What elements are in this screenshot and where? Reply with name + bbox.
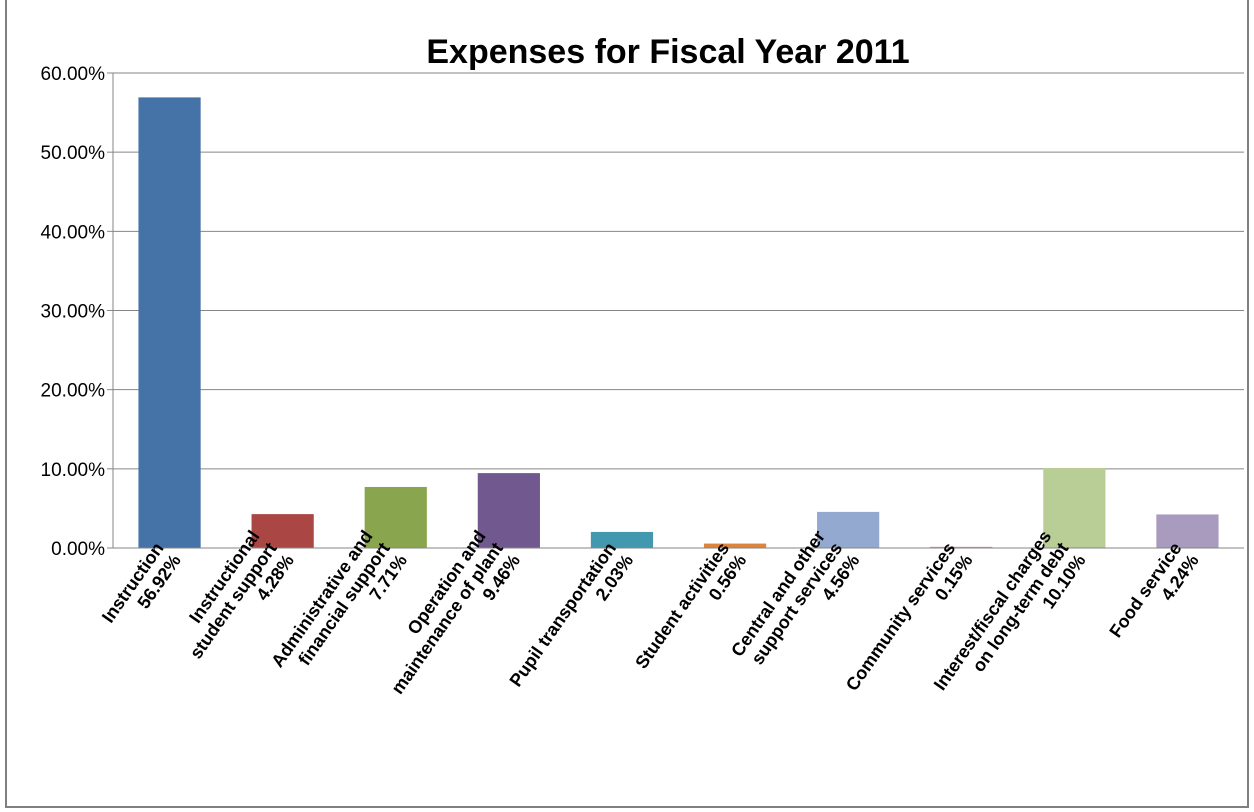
- chart-frame: [5, 0, 1249, 808]
- y-tick-label: 10.00%: [41, 460, 106, 481]
- y-tick-label: 30.00%: [41, 302, 106, 323]
- y-tick-label: 60.00%: [41, 64, 106, 85]
- bar: [590, 531, 654, 548]
- x-axis-category-labels: Instruction56.92% Instructionalstudent su…: [98, 527, 1203, 703]
- chart-title: Expenses for Fiscal Year 2011: [426, 33, 909, 71]
- bar: [1156, 514, 1219, 548]
- category-label: Student activities0.56%: [631, 539, 750, 685]
- y-tick-label: 50.00%: [41, 143, 106, 164]
- axes: [112, 73, 1244, 549]
- y-tick-label: 20.00%: [41, 381, 106, 402]
- bar: [930, 546, 993, 548]
- y-axis-tick-labels: 0.00% 10.00% 20.00% 30.00% 40.00% 50.00% 60.00…: [41, 64, 106, 560]
- bar: [364, 486, 427, 548]
- bar: [477, 473, 540, 548]
- bar: [1043, 468, 1106, 548]
- category-label: Food service4.24%: [1105, 539, 1202, 653]
- bar: [703, 543, 767, 548]
- bar: [138, 97, 201, 548]
- bar: [817, 511, 880, 548]
- y-tick-label: 0.00%: [51, 539, 105, 560]
- gridlines: [107, 72, 1244, 549]
- y-tick-label: 40.00%: [41, 222, 106, 243]
- bars: [138, 97, 1219, 548]
- category-label: Pupil transportation2.03%: [506, 539, 638, 703]
- category-label: Central and othersupport services4.56%: [727, 527, 863, 685]
- bar: [251, 514, 314, 548]
- category-label: Instruction56.92%: [98, 539, 185, 639]
- category-label: Administrative andfinancial support7.71%: [267, 527, 411, 695]
